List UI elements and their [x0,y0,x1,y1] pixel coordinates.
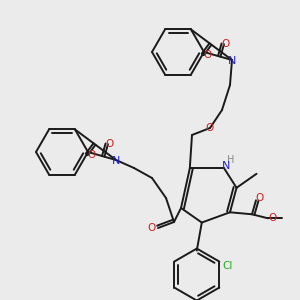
Text: Cl: Cl [222,260,232,271]
Text: N: N [222,161,230,171]
Text: O: O [269,213,277,223]
Text: O: O [206,123,214,133]
Text: O: O [88,150,96,160]
Text: O: O [105,139,114,148]
Text: N: N [112,156,120,166]
Text: H: H [226,155,234,165]
Text: O: O [256,193,264,203]
Text: O: O [148,223,156,233]
Text: N: N [228,56,236,66]
Text: O: O [221,38,230,49]
Text: O: O [204,50,212,60]
